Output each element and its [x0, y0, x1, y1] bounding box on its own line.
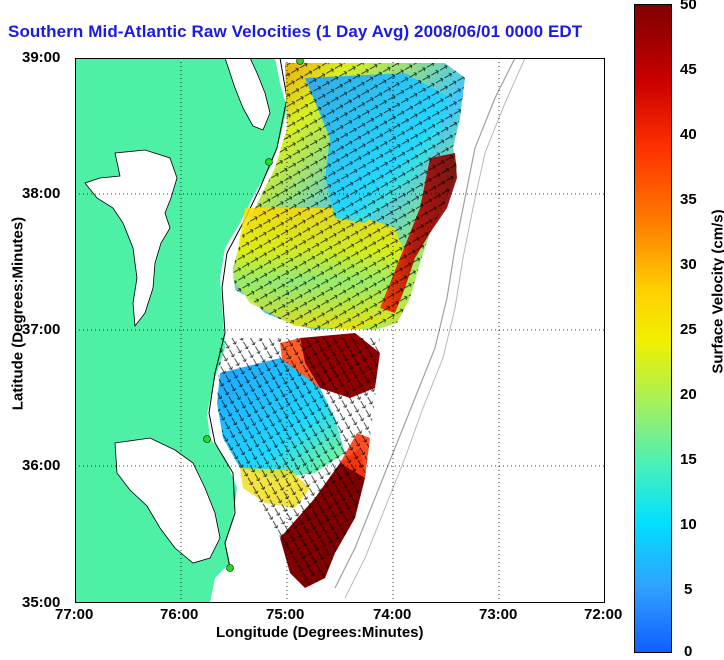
x-tick: 74:00: [373, 606, 411, 623]
radar-station: [204, 436, 211, 443]
colorbar-tick: 50: [680, 0, 697, 13]
colorbar-tick: 10: [680, 516, 697, 533]
x-axis-label: Longitude (Degrees:Minutes): [216, 624, 424, 641]
y-axis-label: Latitude (Degrees:Minutes): [10, 214, 27, 414]
colorbar: [634, 4, 672, 653]
y-tick: 36:00: [22, 457, 60, 474]
colorbar-tick: 45: [680, 61, 697, 78]
colorbar-tick: 40: [680, 126, 697, 143]
colorbar-tick: 30: [680, 256, 697, 273]
map-title: Southern Mid-Atlantic Raw Velocities (1 …: [8, 22, 582, 42]
colorbar-tick: 35: [680, 191, 697, 208]
radar-station: [227, 565, 234, 572]
velocity-map: [75, 58, 605, 603]
x-tick: 73:00: [479, 606, 517, 623]
y-tick: 37:00: [22, 321, 60, 338]
map-canvas: [75, 58, 605, 603]
y-tick: 38:00: [22, 185, 60, 202]
y-tick: 39:00: [22, 49, 60, 66]
colorbar-tick: 25: [680, 321, 697, 338]
colorbar-tick: 20: [680, 386, 697, 403]
x-tick: 76:00: [160, 606, 198, 623]
colorbar-tick: 0: [684, 643, 692, 660]
x-tick: 75:00: [266, 606, 304, 623]
colorbar-label: Surface Velocity (cm/s): [710, 192, 724, 392]
radar-station: [266, 159, 273, 166]
colorbar-tick: 5: [684, 581, 692, 598]
colorbar-tick: 15: [680, 451, 697, 468]
x-tick: 72:00: [584, 606, 622, 623]
x-tick: 77:00: [55, 606, 93, 623]
